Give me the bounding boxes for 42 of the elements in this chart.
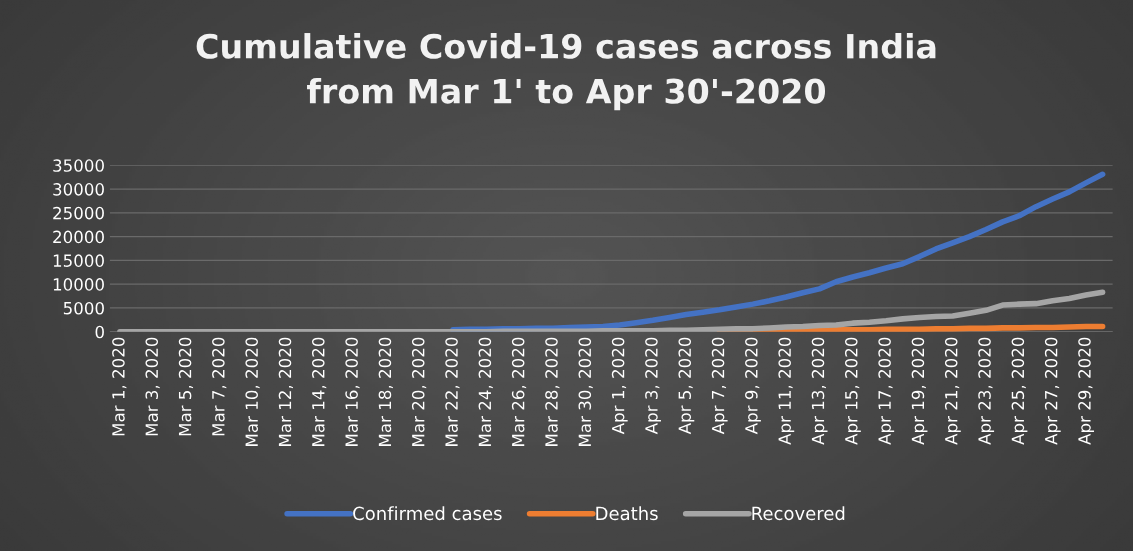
x-tick-label: Mar 22, 2020 [445,337,460,446]
x-tick-label: Apr 29, 2020 [1078,337,1095,445]
x-tick-label: Mar 26, 2020 [511,337,527,446]
x-tick-label: Apr 3, 2020 [645,337,661,435]
x-tick-label: Mar 18, 2020 [378,337,393,446]
y-tick-label: 10000 [53,278,104,291]
x-tick-label: Mar 20, 2020 [411,337,427,446]
x-tick-label: Apr 9, 2020 [745,337,761,435]
x-tick-label: Apr 25, 2020 [1011,337,1028,445]
x-tick-label: Apr 5, 2020 [678,337,695,435]
y-tick-label: 15000 [53,254,104,267]
y-tick-label: 20000 [53,230,104,244]
x-tick-label: Mar 16, 2020 [345,337,360,446]
x-tick-label: Apr 27, 2020 [1044,337,1061,445]
y-tick-label: 35000 [53,159,104,172]
x-tick-label: Mar 5, 2020 [178,337,194,436]
x-tick-label: Apr 13, 2020 [811,337,828,445]
x-tick-label: Mar 12, 2020 [278,337,293,446]
x-tick-label: Mar 1, 2020 [112,337,127,436]
x-tick-label: Apr 21, 2020 [944,337,961,445]
x-tick-label: Mar 10, 2020 [245,337,260,446]
x-tick-label: Apr 23, 2020 [978,337,995,445]
y-tick-label: 0 [95,325,104,339]
legend-label: Deaths [596,506,658,521]
x-tick-label: Apr 1, 2020 [611,337,628,435]
x-tick-label: Mar 30, 2020 [578,337,593,446]
x-tick-label: Apr 17, 2020 [878,337,895,445]
chart-title: Cumulative Covid-19 cases across India from Mar 1' to Apr 30'-2020 [196,33,936,111]
x-tick-label: Mar 3, 2020 [145,337,160,436]
legend-label: Confirmed cases [353,506,502,521]
y-tick-label: 25000 [53,206,104,220]
y-tick-label: 30000 [53,183,104,196]
x-tick-label: Apr 15, 2020 [845,337,861,445]
x-tick-label: Mar 24, 2020 [478,337,493,446]
x-tick-label: Apr 7, 2020 [711,337,728,435]
x-tick-label: Mar 14, 2020 [312,337,327,446]
x-tick-label: Mar 28, 2020 [545,337,560,446]
x-tick-label: Mar 7, 2020 [212,337,227,436]
x-tick-label: Apr 11, 2020 [778,337,795,445]
y-tick-label: 5000 [63,301,104,315]
legend-label: Recovered [752,506,845,521]
x-tick-label: Apr 19, 2020 [911,337,928,445]
